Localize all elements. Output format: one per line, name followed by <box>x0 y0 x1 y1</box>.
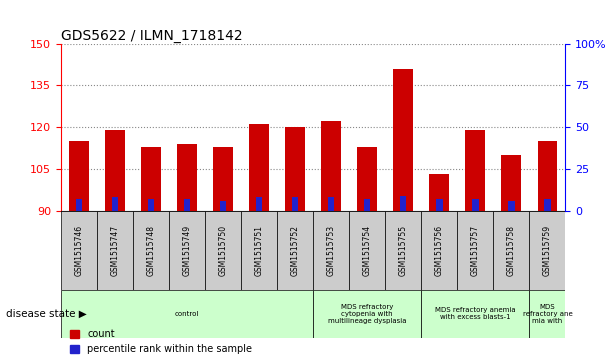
Bar <box>61 290 313 338</box>
Text: GSM1515753: GSM1515753 <box>326 225 336 276</box>
Text: GSM1515748: GSM1515748 <box>147 225 156 276</box>
Text: GSM1515749: GSM1515749 <box>182 225 192 276</box>
Bar <box>97 211 133 290</box>
Bar <box>429 174 449 211</box>
Bar <box>358 147 377 211</box>
Bar <box>393 69 413 211</box>
Legend: count, percentile rank within the sample: count, percentile rank within the sample <box>66 326 256 358</box>
Bar <box>177 144 197 211</box>
Bar <box>148 199 154 211</box>
Bar <box>436 199 443 211</box>
Bar <box>277 211 313 290</box>
Text: GSM1515747: GSM1515747 <box>111 225 119 276</box>
Bar <box>544 199 551 211</box>
Bar <box>493 211 530 290</box>
Text: GSM1515758: GSM1515758 <box>507 225 516 276</box>
Bar <box>105 130 125 211</box>
Text: GSM1515750: GSM1515750 <box>218 225 227 276</box>
Bar <box>465 130 485 211</box>
Bar <box>321 122 341 211</box>
Bar <box>69 141 89 211</box>
Bar <box>133 211 169 290</box>
Text: GSM1515759: GSM1515759 <box>543 225 552 276</box>
Text: GSM1515755: GSM1515755 <box>399 225 408 276</box>
Bar <box>256 197 262 211</box>
Text: GSM1515754: GSM1515754 <box>363 225 371 276</box>
Bar <box>112 197 118 211</box>
Bar <box>508 200 514 211</box>
Text: GSM1515746: GSM1515746 <box>74 225 83 276</box>
Bar <box>184 199 190 211</box>
Text: control: control <box>174 311 199 317</box>
Text: disease state ▶: disease state ▶ <box>6 309 87 319</box>
Bar <box>537 141 558 211</box>
Bar <box>530 211 565 290</box>
Text: GSM1515752: GSM1515752 <box>291 225 300 276</box>
Bar <box>213 147 233 211</box>
Text: GDS5622 / ILMN_1718142: GDS5622 / ILMN_1718142 <box>61 29 243 42</box>
Bar <box>502 155 521 211</box>
Text: GSM1515756: GSM1515756 <box>435 225 444 276</box>
Bar <box>141 147 161 211</box>
Text: GSM1515751: GSM1515751 <box>255 225 263 276</box>
Bar <box>472 199 478 211</box>
Bar <box>241 211 277 290</box>
Bar <box>285 127 305 211</box>
Bar <box>421 211 457 290</box>
Bar <box>75 199 82 211</box>
Text: MDS
refractory ane
mia with: MDS refractory ane mia with <box>522 304 572 324</box>
Bar <box>328 197 334 211</box>
Bar <box>457 211 493 290</box>
Bar <box>400 196 407 211</box>
Bar <box>349 211 385 290</box>
Bar <box>205 211 241 290</box>
Bar <box>219 200 226 211</box>
Bar <box>313 290 421 338</box>
Bar <box>421 290 530 338</box>
Bar <box>530 290 565 338</box>
Text: GSM1515757: GSM1515757 <box>471 225 480 276</box>
Bar <box>249 124 269 211</box>
Bar <box>313 211 349 290</box>
Text: MDS refractory
cytopenia with
multilineage dysplasia: MDS refractory cytopenia with multilinea… <box>328 304 406 324</box>
Bar <box>364 199 370 211</box>
Bar <box>169 211 205 290</box>
Bar <box>385 211 421 290</box>
Text: MDS refractory anemia
with excess blasts-1: MDS refractory anemia with excess blasts… <box>435 307 516 321</box>
Bar <box>61 211 97 290</box>
Bar <box>292 197 299 211</box>
